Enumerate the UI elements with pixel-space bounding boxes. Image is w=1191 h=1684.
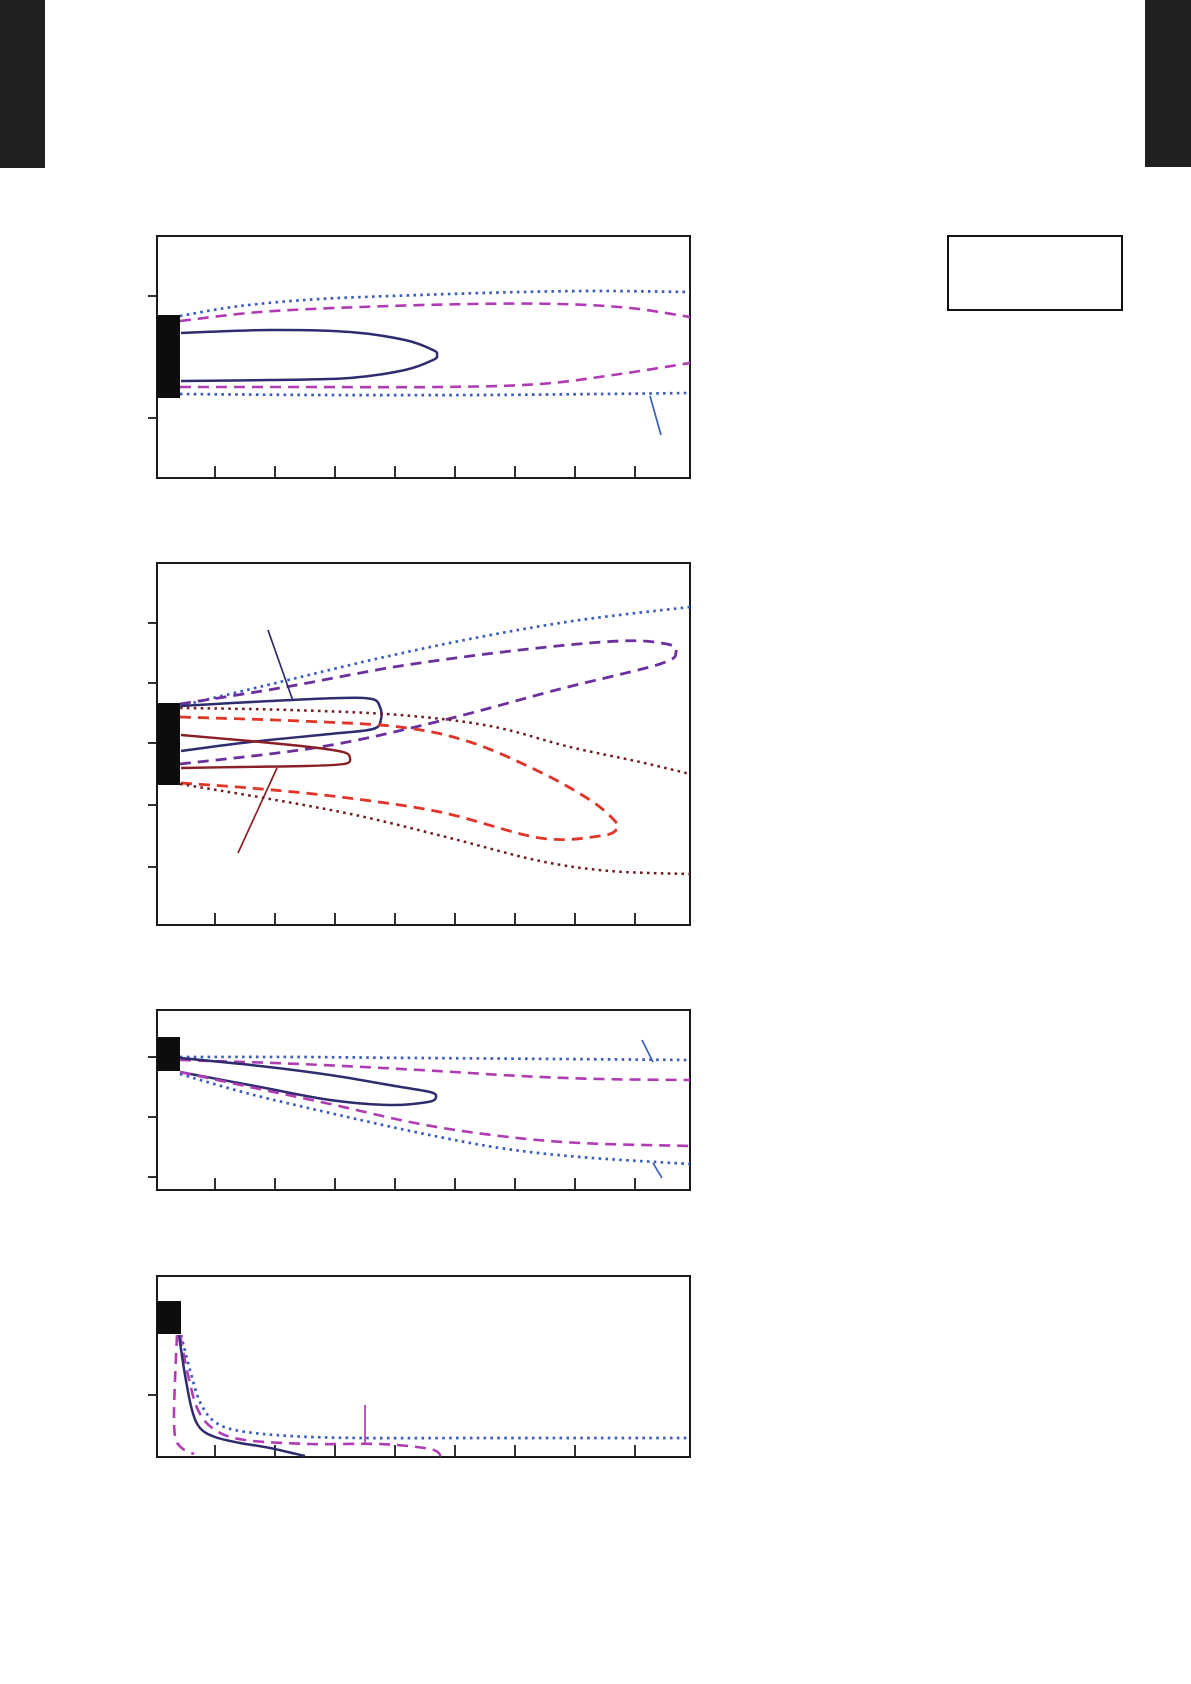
panel-1-middle-dashed-lower xyxy=(179,361,691,389)
panel-4-source-rect xyxy=(157,1301,181,1334)
contour-panel-3 xyxy=(148,1009,691,1191)
panel-1-leader-line-lower-right xyxy=(649,395,662,436)
panel-4-middle-dashed-inner xyxy=(172,1334,195,1456)
panel-2-navy-solid-plume xyxy=(180,696,383,753)
panel-2-violet-dashed-loop xyxy=(179,639,678,766)
panel-1-outer-dotted-upper xyxy=(179,289,691,318)
panel-3-middle-dashed-upper xyxy=(179,1058,691,1082)
contour-panel-4 xyxy=(148,1275,691,1458)
panel-2-blue-dotted-upper xyxy=(179,605,691,708)
panel-1-inner-solid-plume xyxy=(180,328,439,383)
panel-4-inner-solid-plume xyxy=(177,1334,306,1458)
panel-3-frame xyxy=(156,1009,691,1191)
panel-2-maroon-solid-plume xyxy=(180,733,352,770)
contour-panel-2 xyxy=(148,562,691,926)
panel-1-frame xyxy=(156,235,691,479)
panel-3-leader-line-upper-right xyxy=(641,1039,654,1063)
panel-3-outer-dotted-upper xyxy=(179,1055,691,1062)
redacted-block-top-left xyxy=(0,0,45,168)
panel-2-source-rect xyxy=(157,703,180,785)
panel-3-source-rect xyxy=(157,1037,180,1071)
panel-2-maroon-dotted-upper xyxy=(179,706,691,776)
panel-2-leader-line-maroon xyxy=(237,767,278,854)
panel-4-frame xyxy=(156,1275,691,1458)
panel-1-outer-dotted-lower xyxy=(179,391,691,397)
redacted-block-top-right xyxy=(1145,0,1191,167)
panel-1-source-rect xyxy=(157,315,180,398)
panel-4-outer-dotted xyxy=(179,1334,690,1440)
panel-2-red-dashed-loop xyxy=(179,715,620,841)
panel-3-inner-solid-plume xyxy=(179,1056,438,1107)
panel-3-leader-line-lower-right xyxy=(652,1162,663,1179)
contour-panel-1 xyxy=(148,235,691,479)
panel-2-maroon-dotted-lower xyxy=(179,782,691,876)
panel-2-leader-line-navy xyxy=(267,629,294,702)
legend-box-empty xyxy=(947,235,1123,311)
panel-1-middle-dashed-upper xyxy=(179,302,691,323)
panel-4-middle-dashed-outer xyxy=(178,1334,442,1458)
